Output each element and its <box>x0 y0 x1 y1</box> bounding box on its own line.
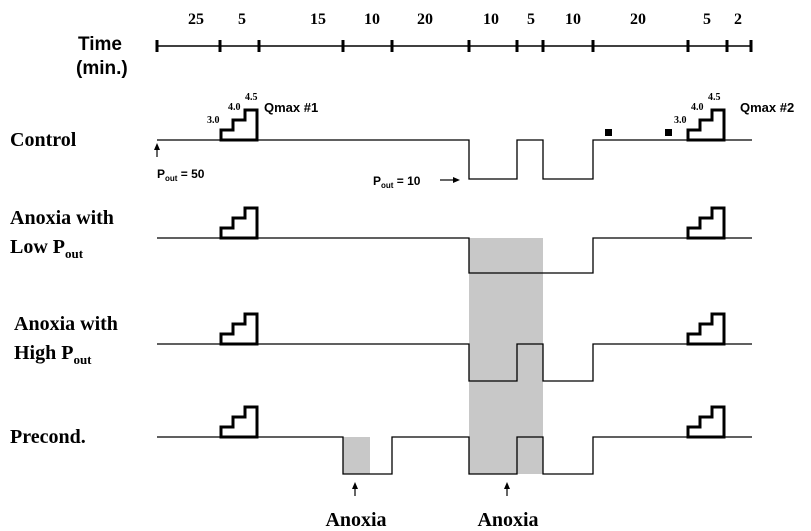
row-label-precond: Precond. <box>10 426 86 448</box>
time-axis-unit: (min.) <box>76 58 128 79</box>
row-label-anoxia-high-sub: out <box>73 352 92 367</box>
row-label-anoxia-low-line1: Anoxia with <box>10 207 114 229</box>
segment-durations: 25 5 15 10 20 10 5 10 20 5 2 <box>188 11 742 28</box>
qmax-label-first: Qmax #1 <box>264 100 318 115</box>
segment-duration: 15 <box>310 11 326 28</box>
step-label: 3.0 <box>674 115 687 126</box>
qmax-label-second: Qmax #2 <box>740 100 794 115</box>
qmax-staircase-icon <box>686 108 726 142</box>
segment-duration: 5 <box>527 11 535 28</box>
step-label: 3.0 <box>207 115 220 126</box>
row-label-anoxia-high-line1: Anoxia with <box>14 313 118 335</box>
row-label-control: Control <box>10 129 77 151</box>
anoxia-arrow-icon <box>504 482 510 489</box>
row-label-anoxia-low-sub: out <box>65 246 84 261</box>
segment-duration: 10 <box>364 11 380 28</box>
anoxia-label-main: Anoxia <box>477 509 538 531</box>
qmax-staircase-icon <box>686 405 726 439</box>
step-label: 4.5 <box>708 92 721 103</box>
pout-low-value: = 10 <box>393 174 420 188</box>
step-label: 4.0 <box>228 102 241 113</box>
trace-anoxia-high <box>157 343 752 382</box>
pout50-arrow-icon <box>154 143 160 150</box>
segment-duration: 10 <box>483 11 499 28</box>
trace-control <box>157 139 752 180</box>
pout10-arrow-icon <box>453 177 460 183</box>
segment-duration: 20 <box>630 11 646 28</box>
time-axis-ticks <box>155 40 753 52</box>
marker-square <box>665 129 672 136</box>
row-label-anoxia-low-line2: Low Pout <box>10 236 84 261</box>
pout-low-label: Pout = 10 <box>373 174 421 190</box>
pout-low-main: P <box>373 174 381 188</box>
row-label-anoxia-high-line2: High Pout <box>14 342 92 367</box>
pout-initial-main: P <box>157 167 165 181</box>
trace-anoxia-low <box>157 237 752 274</box>
segment-duration: 5 <box>703 11 711 28</box>
step-label: 4.0 <box>691 102 704 113</box>
qmax-staircase-icon <box>686 206 726 240</box>
marker-square <box>605 129 612 136</box>
qmax-staircase-icon <box>219 206 259 240</box>
anoxia-shade-precond <box>343 437 370 474</box>
segment-duration: 25 <box>188 11 204 28</box>
pout-initial-value: = 50 <box>177 167 204 181</box>
segment-duration: 20 <box>417 11 433 28</box>
segment-duration: 2 <box>734 11 742 28</box>
segment-duration: 10 <box>565 11 581 28</box>
pout-low-sub: out <box>381 181 394 190</box>
step-label: 4.5 <box>245 92 258 103</box>
pout-initial-sub: out <box>165 174 178 183</box>
qmax-staircase-icon <box>219 312 259 346</box>
qmax-staircase-icon <box>219 108 259 142</box>
time-axis-label: Time <box>78 34 122 55</box>
anoxia-shade-main <box>469 238 543 474</box>
anoxia-arrow-icon <box>352 482 358 489</box>
qmax-staircase-icon <box>219 405 259 439</box>
qmax-staircase-icon <box>686 312 726 346</box>
segment-duration: 5 <box>238 11 246 28</box>
anoxia-label-precond: Anoxia <box>325 509 386 531</box>
trace-precond <box>157 436 752 475</box>
pout-initial-label: Pout = 50 <box>157 167 205 183</box>
row-label-anoxia-low-main: Low P <box>10 236 65 258</box>
row-label-anoxia-high-main: High P <box>14 342 73 364</box>
